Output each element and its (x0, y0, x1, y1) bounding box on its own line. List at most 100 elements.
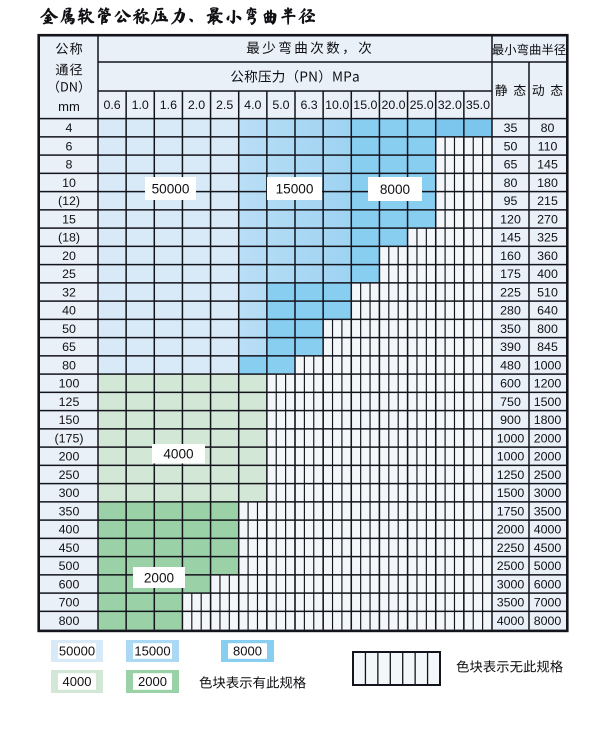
svg-text:6.3: 6.3 (300, 98, 317, 112)
svg-text:95: 95 (504, 194, 518, 208)
svg-text:2.0: 2.0 (188, 98, 205, 112)
svg-text:25.0: 25.0 (410, 98, 434, 112)
svg-text:145: 145 (537, 158, 558, 172)
svg-text:4: 4 (66, 121, 73, 135)
svg-text:600: 600 (59, 577, 80, 591)
svg-text:350: 350 (59, 504, 80, 518)
svg-text:325: 325 (537, 231, 558, 245)
svg-text:50: 50 (62, 322, 76, 336)
svg-text:500: 500 (59, 559, 80, 573)
svg-text:480: 480 (500, 358, 521, 372)
svg-text:510: 510 (537, 285, 558, 299)
svg-text:mm: mm (58, 99, 80, 114)
svg-text:80: 80 (504, 176, 518, 190)
svg-text:2000: 2000 (534, 431, 562, 445)
svg-text:4000: 4000 (63, 674, 92, 689)
svg-text:3500: 3500 (497, 596, 525, 610)
svg-text:1000: 1000 (497, 450, 525, 464)
svg-text:390: 390 (500, 340, 521, 354)
svg-text:800: 800 (59, 614, 80, 628)
svg-text:80: 80 (541, 121, 555, 135)
svg-text:110: 110 (538, 139, 558, 153)
svg-text:15000: 15000 (134, 644, 170, 659)
svg-text:250: 250 (59, 468, 80, 482)
svg-text:40: 40 (62, 304, 76, 318)
svg-text:600: 600 (500, 377, 521, 391)
svg-text:6: 6 (66, 139, 73, 153)
svg-text:1000: 1000 (534, 358, 562, 372)
svg-text:150: 150 (59, 413, 80, 427)
svg-text:2000: 2000 (497, 523, 525, 537)
svg-text:32: 32 (62, 285, 76, 299)
svg-text:2000: 2000 (138, 674, 167, 689)
svg-text:(18): (18) (58, 231, 80, 245)
svg-text:5.0: 5.0 (272, 98, 289, 112)
svg-text:160: 160 (500, 249, 521, 263)
svg-text:50000: 50000 (152, 181, 190, 196)
svg-text:8000: 8000 (380, 182, 411, 197)
svg-text:(175): (175) (55, 431, 84, 445)
svg-text:6000: 6000 (534, 577, 562, 591)
svg-text:360: 360 (537, 249, 558, 263)
svg-text:145: 145 (500, 231, 521, 245)
svg-text:5000: 5000 (534, 559, 562, 573)
svg-text:2250: 2250 (497, 541, 525, 555)
svg-text:750: 750 (500, 395, 521, 409)
svg-text:1200: 1200 (534, 377, 562, 391)
svg-text:175: 175 (500, 267, 521, 281)
svg-text:8: 8 (66, 158, 73, 172)
svg-text:800: 800 (537, 322, 558, 336)
svg-text:15: 15 (62, 212, 76, 226)
svg-text:900: 900 (500, 413, 521, 427)
svg-text:100: 100 (59, 377, 80, 391)
svg-text:0.6: 0.6 (103, 98, 120, 112)
svg-text:4000: 4000 (534, 523, 562, 537)
svg-text:1750: 1750 (497, 504, 525, 518)
svg-text:1000: 1000 (497, 431, 525, 445)
svg-text:7000: 7000 (534, 596, 562, 610)
svg-text:640: 640 (537, 304, 558, 318)
svg-text:270: 270 (537, 212, 558, 226)
svg-text:845: 845 (537, 340, 558, 354)
svg-text:1.0: 1.0 (132, 98, 149, 112)
svg-text:8000: 8000 (233, 644, 262, 659)
svg-text:4000: 4000 (163, 447, 194, 462)
svg-text:20.0: 20.0 (381, 98, 405, 112)
svg-text:1500: 1500 (497, 486, 525, 500)
svg-text:450: 450 (59, 541, 80, 555)
svg-text:25: 25 (62, 267, 76, 281)
svg-text:35: 35 (504, 121, 518, 135)
svg-text:10.0: 10.0 (325, 98, 349, 112)
svg-text:225: 225 (500, 285, 521, 299)
svg-text:3000: 3000 (534, 486, 562, 500)
svg-text:1800: 1800 (534, 413, 562, 427)
svg-text:15000: 15000 (276, 181, 314, 196)
svg-text:215: 215 (537, 194, 558, 208)
svg-text:4000: 4000 (497, 614, 525, 628)
svg-text:300: 300 (59, 486, 80, 500)
svg-text:(12): (12) (58, 194, 80, 208)
svg-text:120: 120 (500, 212, 521, 226)
svg-text:8000: 8000 (534, 614, 562, 628)
svg-text:2000: 2000 (144, 570, 175, 585)
svg-text:400: 400 (59, 523, 80, 537)
svg-text:1250: 1250 (497, 468, 525, 482)
svg-text:3000: 3000 (497, 577, 525, 591)
svg-text:65: 65 (504, 158, 518, 172)
svg-text:2500: 2500 (534, 468, 562, 482)
svg-text:20: 20 (62, 249, 76, 263)
svg-text:50: 50 (504, 139, 518, 153)
svg-text:3500: 3500 (534, 504, 562, 518)
svg-text:10: 10 (62, 176, 76, 190)
svg-text:200: 200 (59, 450, 80, 464)
svg-text:125: 125 (59, 395, 80, 409)
svg-text:35.0: 35.0 (466, 98, 490, 112)
svg-text:2500: 2500 (497, 559, 525, 573)
svg-text:180: 180 (537, 176, 558, 190)
svg-text:1500: 1500 (534, 395, 562, 409)
svg-text:350: 350 (500, 322, 521, 336)
svg-text:80: 80 (62, 358, 76, 372)
svg-text:700: 700 (59, 596, 80, 610)
svg-text:400: 400 (537, 267, 558, 281)
svg-text:65: 65 (62, 340, 76, 354)
